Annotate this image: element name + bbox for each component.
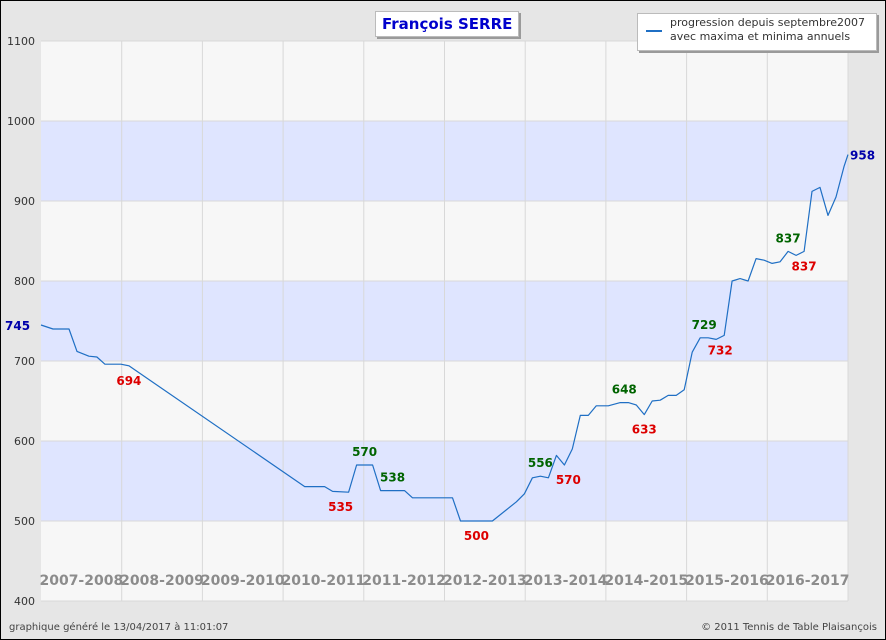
x-tick-label: 2010-2011 [282, 573, 366, 589]
data-label: 958 [850, 149, 875, 163]
data-label: 556 [528, 456, 553, 470]
y-tick-label: 600 [14, 435, 35, 448]
data-label: 633 [632, 423, 657, 437]
data-label: 732 [708, 343, 733, 357]
y-tick-label: 1100 [7, 35, 35, 48]
generated-timestamp: graphique généré le 13/04/2017 à 11:01:0… [9, 622, 229, 633]
x-tick-label: 2008-2009 [120, 573, 204, 589]
data-label: 837 [776, 231, 801, 245]
y-tick-label: 500 [14, 515, 35, 528]
x-tick-label: 2011-2012 [362, 573, 446, 589]
data-label: 837 [792, 259, 817, 273]
data-label: 729 [692, 318, 717, 332]
series-layer [40, 154, 849, 522]
x-tick-label: 2012-2013 [443, 573, 527, 589]
x-tick-label: 2014-2015 [604, 573, 688, 589]
data-label: 745 [5, 319, 30, 333]
copyright-notice: © 2011 Tennis de Table Plaisançois [701, 622, 877, 633]
data-label: 694 [116, 374, 141, 388]
data-label: 570 [556, 473, 581, 487]
y-tick-label: 400 [14, 595, 35, 608]
x-tick-label: 2015-2016 [685, 573, 769, 589]
series-line [40, 154, 849, 522]
y-tick-label: 700 [14, 355, 35, 368]
legend-label: progression depuis septembre2007 avec ma… [670, 16, 866, 43]
x-tick-label: 2007-2008 [39, 573, 123, 589]
x-axis: 2007-20082008-20092009-20102010-20112011… [39, 573, 849, 589]
data-label: 500 [464, 529, 489, 543]
legend: progression depuis septembre2007 avec ma… [637, 13, 877, 51]
chart-title: François SERRE [375, 11, 520, 37]
data-label: 535 [328, 500, 353, 514]
y-tick-label: 1000 [7, 115, 35, 128]
x-tick-label: 2009-2010 [201, 573, 285, 589]
x-tick-label: 2016-2017 [766, 573, 850, 589]
x-tick-label: 2013-2014 [524, 573, 608, 589]
y-tick-label: 900 [14, 195, 35, 208]
grid-lines [41, 40, 849, 602]
data-label: 570 [352, 445, 377, 459]
data-labels: 7456945355705385005565706486337297328378… [5, 149, 875, 543]
y-axis: 400 500 600 700 800 900 1000 1100 [7, 35, 35, 608]
data-label: 648 [612, 383, 637, 397]
y-tick-label: 800 [14, 275, 35, 288]
legend-swatch [646, 30, 662, 32]
data-label: 538 [380, 471, 405, 485]
